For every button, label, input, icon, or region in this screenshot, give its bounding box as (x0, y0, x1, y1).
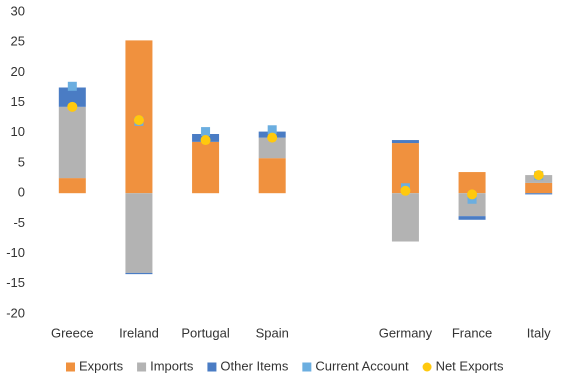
bar-segment (125, 272, 153, 275)
bar-segment (258, 158, 286, 194)
net-exports-marker (200, 135, 211, 146)
x-tick-label: France (452, 325, 492, 340)
bar-segment (58, 87, 86, 107)
legend-label: Current Account (315, 358, 409, 373)
y-tick-label: 5 (18, 154, 25, 169)
legend-swatch (66, 362, 75, 372)
y-tick-label: 25 (11, 34, 25, 49)
legend-swatch (302, 362, 312, 372)
bar-segment (525, 182, 553, 194)
net-exports-marker (133, 115, 144, 126)
legend-swatch (422, 362, 432, 372)
y-tick-label: -20 (6, 305, 25, 320)
net-exports-marker (533, 170, 544, 181)
y-tick-label: 20 (11, 64, 25, 79)
y-tick-label: 15 (11, 94, 25, 109)
x-tick-label: Greece (51, 325, 94, 340)
bar-segment (258, 137, 286, 159)
bar-segment (458, 216, 486, 220)
bar-segment (391, 140, 419, 144)
legend-label: Exports (79, 358, 124, 373)
net-exports-marker (467, 189, 478, 200)
net-exports-marker (67, 101, 78, 112)
bar-segment (192, 141, 220, 194)
y-tick-label: -5 (13, 215, 25, 230)
legend-label: Other Items (220, 358, 288, 373)
legend-swatch (207, 362, 217, 372)
x-tick-label: Ireland (119, 325, 159, 340)
current-account-marker (201, 127, 211, 137)
y-tick-label: 30 (11, 3, 25, 18)
bar-segment (58, 178, 86, 194)
x-tick-label: Portugal (181, 325, 230, 340)
y-tick-label: 10 (11, 124, 25, 139)
current-account-marker (267, 125, 277, 135)
y-tick-label: -15 (6, 275, 25, 290)
x-tick-label: Spain (256, 325, 289, 340)
y-tick-label: -10 (6, 245, 25, 260)
net-exports-marker (400, 185, 411, 196)
bar-segment (458, 193, 486, 217)
x-tick-label: Germany (379, 325, 433, 340)
x-tick-label: Italy (527, 325, 551, 340)
bar-segment (458, 172, 486, 194)
bar-segment (525, 193, 553, 195)
bar-segment (391, 193, 419, 242)
y-tick-label: 0 (18, 185, 25, 200)
bar-segment (58, 106, 86, 179)
legend-label: Net Exports (436, 358, 504, 373)
legend-label: Imports (150, 358, 194, 373)
current-account-marker (67, 81, 77, 91)
bar-segment (125, 193, 153, 273)
net-exports-marker (267, 132, 278, 143)
legend-swatch (137, 362, 147, 372)
